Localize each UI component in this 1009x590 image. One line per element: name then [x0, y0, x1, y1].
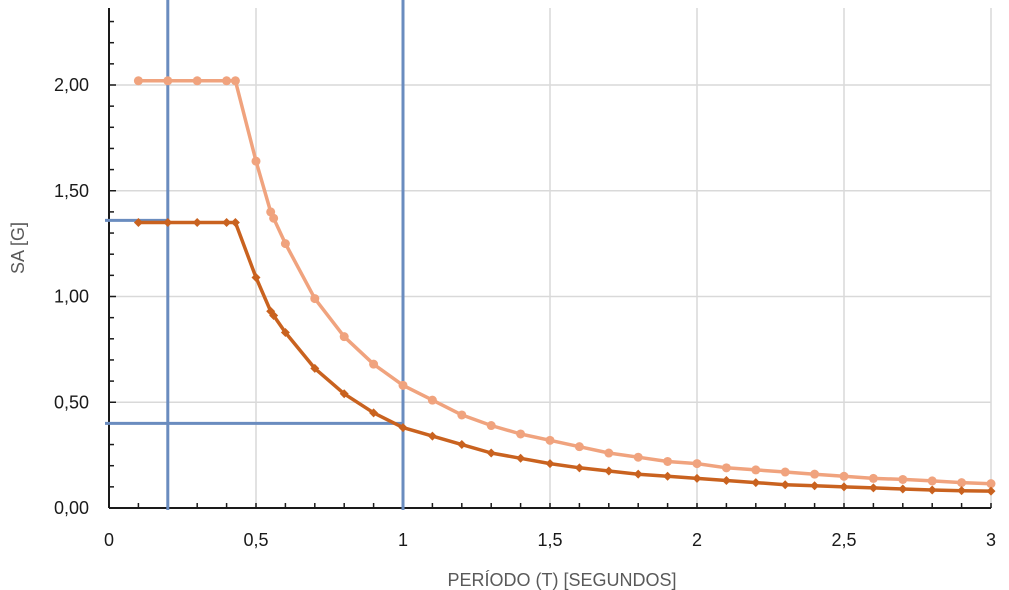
series-2-point	[251, 272, 261, 282]
x-tick-label: 1,5	[537, 530, 562, 550]
series-1-point	[230, 76, 240, 86]
series-1-point	[133, 76, 143, 86]
series-1-point	[604, 448, 614, 458]
series-1-point	[868, 473, 878, 483]
series-2-point	[986, 486, 996, 496]
series-1-point	[163, 76, 173, 86]
x-tick-label: 1	[398, 530, 408, 550]
series-1-point	[251, 156, 261, 166]
series-1-point	[269, 213, 279, 223]
series-2-point	[810, 481, 820, 491]
series-1-point	[427, 395, 437, 405]
series-1-point	[751, 465, 761, 475]
gridlines	[109, 8, 992, 508]
series-2-point	[898, 484, 908, 494]
series-2-point	[957, 486, 967, 496]
series-2-point	[604, 466, 614, 476]
series-1-point	[898, 474, 908, 484]
series-2-point	[633, 469, 643, 479]
series-2-point	[192, 217, 202, 227]
series-1-point	[192, 76, 202, 86]
series-2-point	[780, 480, 790, 490]
series-2-point	[751, 478, 761, 488]
series-2-point	[230, 217, 240, 227]
series-1-point	[280, 239, 290, 249]
data-series	[133, 76, 996, 496]
series-1-point	[927, 476, 937, 486]
series-1-point	[545, 435, 555, 445]
series-1-point	[310, 294, 320, 304]
series-1-point	[457, 410, 467, 420]
series-2-point	[163, 217, 173, 227]
series-1-point	[957, 478, 967, 488]
y-tick-label: 2,00	[54, 75, 89, 95]
series-2-point	[663, 471, 673, 481]
series-2-point	[927, 485, 937, 495]
series-1-point	[222, 76, 232, 86]
series-1-point	[692, 459, 702, 469]
x-tick-label: 3	[986, 530, 996, 550]
y-tick-label: 1,00	[54, 287, 89, 307]
y-tick-label: 0,50	[54, 392, 89, 412]
series-1-point	[574, 442, 584, 452]
series-2-point	[339, 389, 349, 399]
series-2-point	[280, 327, 290, 337]
series-1-point	[986, 479, 996, 489]
series-1-point	[839, 471, 849, 481]
y-tick-label: 1,50	[54, 181, 89, 201]
x-tick-label: 2	[692, 530, 702, 550]
series-2-point	[133, 217, 143, 227]
y-axis-title: SA [G]	[8, 222, 28, 274]
series-2-point	[486, 448, 496, 458]
series-1-point	[721, 463, 731, 473]
series-2-point	[457, 440, 467, 450]
series-1-point	[516, 429, 526, 439]
series-2-point	[427, 431, 437, 441]
x-tick-label: 0,5	[243, 530, 268, 550]
series-2-point	[721, 476, 731, 486]
series-1-point	[398, 380, 408, 390]
series-2-point	[516, 453, 526, 463]
x-axis-title: PERÍODO (T) [SEGUNDOS]	[447, 570, 676, 590]
series-2-point	[269, 311, 279, 321]
series-1-point	[810, 469, 820, 479]
series-2-point	[398, 423, 408, 433]
series-2-point	[369, 408, 379, 418]
tick-labels: 0 0,5 1 1,5 2 2,5 3 0,00 0,50 1,00 1,50 2,00	[54, 75, 996, 550]
series-1-point	[486, 421, 496, 431]
series-2-point	[692, 473, 702, 483]
series-2-point	[839, 482, 849, 492]
series-2-point	[310, 363, 320, 373]
series-1-point	[780, 467, 790, 477]
reference-guides	[105, 0, 405, 510]
series-1-point	[339, 332, 349, 342]
series-1-point	[369, 359, 379, 369]
x-tick-label: 2,5	[831, 530, 856, 550]
series-1-point	[663, 456, 673, 466]
y-tick-label: 0,00	[54, 498, 89, 518]
series-2-line	[138, 220, 992, 493]
series-1-point	[633, 452, 643, 462]
series-2-point	[574, 463, 584, 473]
x-tick-label: 0	[104, 530, 114, 550]
series-2-point	[222, 217, 232, 227]
series-2-point	[545, 459, 555, 469]
series-2-point	[868, 483, 878, 493]
